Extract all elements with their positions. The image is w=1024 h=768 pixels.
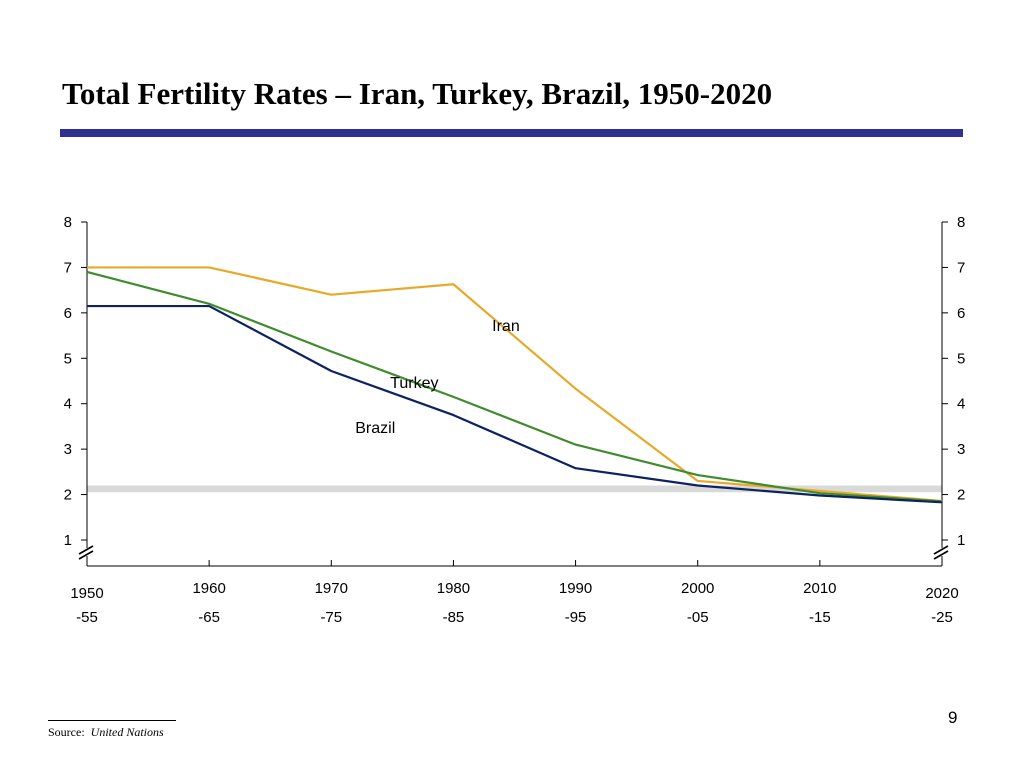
page-number: 9 (948, 708, 958, 727)
x-tick-label-range: -95 (565, 609, 587, 626)
x-tick-label-range: -55 (76, 609, 98, 626)
right-y-tick-label: 4 (957, 396, 965, 413)
left-axis-break-mark (78, 545, 94, 555)
x-tick-label-range: -65 (198, 609, 220, 626)
replacement-band (87, 485, 942, 493)
right-y-tick-label: 7 (957, 259, 965, 276)
right-axis-break-gap (933, 548, 951, 556)
x-tick-label-year: 1980 (437, 580, 470, 597)
source-rule (48, 720, 176, 721)
series-line-turkey (86, 270, 943, 503)
right-axis-break-mark (933, 550, 949, 560)
x-tick-label-range: -15 (809, 609, 831, 626)
x-tick-label-year: 1960 (192, 580, 225, 597)
left-y-tick-label: 6 (64, 305, 72, 322)
left-y-tick-label: 2 (64, 487, 72, 504)
x-tick-label-year: 1970 (315, 580, 348, 597)
x-tick-label-year: 2020 (925, 585, 958, 602)
title-rule (60, 129, 963, 137)
series-label-brazil: Brazil (355, 420, 395, 437)
left-y-tick-label: 1 (64, 532, 72, 549)
right-y-tick-label: 5 (957, 350, 965, 367)
source-note: Source: United Nations (48, 725, 164, 740)
x-tick-label-year: 1950 (70, 585, 103, 602)
series-label-turkey: Turkey (390, 375, 438, 392)
x-tick-label-range: -75 (320, 609, 342, 626)
left-y-tick-label: 3 (64, 441, 72, 458)
left-y-tick-label: 8 (64, 214, 72, 231)
series-line-brazil (87, 304, 943, 504)
right-y-tick-label: 2 (957, 487, 965, 504)
x-tick-label-year: 2000 (681, 580, 714, 597)
left-y-tick-label: 5 (64, 350, 72, 367)
left-axis-break-mark (78, 550, 94, 560)
right-y-tick-label: 8 (957, 214, 965, 231)
right-axis-break-mark (933, 545, 949, 555)
left-axis-break-gap (78, 548, 96, 556)
right-y-tick-label: 1 (957, 532, 965, 549)
series-line-iran (87, 266, 943, 503)
x-tick-label-range: -05 (687, 609, 709, 626)
left-y-tick-label: 7 (64, 259, 72, 276)
left-y-tick-label: 4 (64, 396, 72, 413)
right-y-tick-label: 3 (957, 441, 965, 458)
x-tick-label-range: -25 (931, 609, 953, 626)
x-tick-label-year: 2010 (803, 580, 836, 597)
x-tick-label-range: -85 (443, 609, 465, 626)
page-title: Total Fertility Rates – Iran, Turkey, Br… (62, 76, 773, 111)
right-y-tick-label: 6 (957, 305, 965, 322)
x-tick-label-year: 1990 (559, 580, 592, 597)
source-name: United Nations (90, 725, 164, 739)
source-prefix: Source: (48, 725, 85, 739)
series-label-iran: Iran (492, 318, 520, 335)
